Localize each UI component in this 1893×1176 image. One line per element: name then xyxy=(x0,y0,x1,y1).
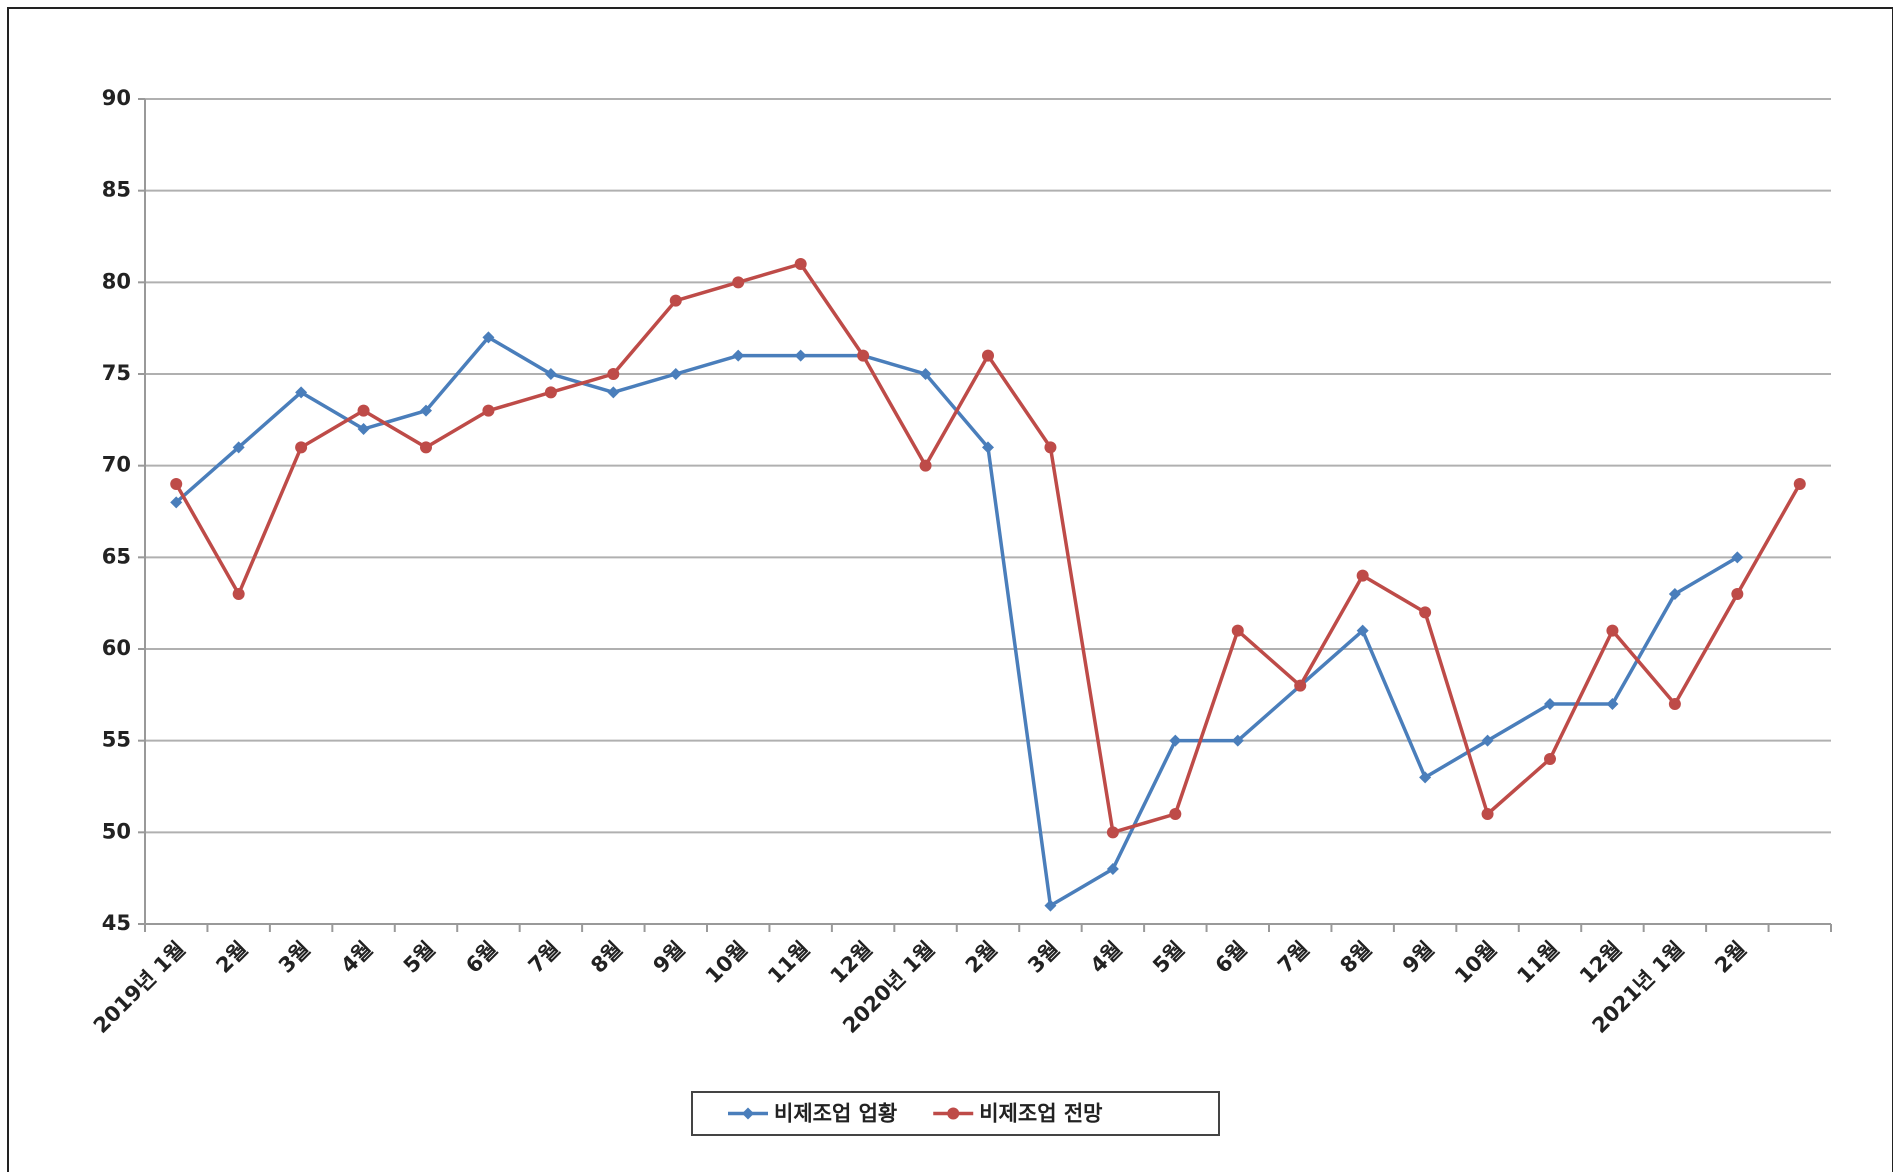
data-point xyxy=(794,258,807,270)
data-point xyxy=(1481,808,1494,820)
legend-marker xyxy=(947,1107,960,1120)
data-point xyxy=(1231,734,1244,747)
data-point xyxy=(794,349,807,362)
data-point xyxy=(1419,771,1432,784)
data-point xyxy=(1356,569,1369,582)
data-point xyxy=(482,404,495,417)
data-point xyxy=(607,386,620,399)
y-tick-label: 60 xyxy=(102,636,131,660)
data-point xyxy=(357,404,370,417)
y-tick-label: 65 xyxy=(102,544,131,568)
data-point xyxy=(1106,863,1119,875)
data-point xyxy=(669,294,682,307)
legend-box xyxy=(691,1091,1220,1136)
y-tick-label: 50 xyxy=(102,819,131,843)
data-point xyxy=(732,349,745,362)
data-point xyxy=(607,368,620,380)
data-point xyxy=(1544,698,1556,710)
data-point xyxy=(232,588,245,600)
data-point xyxy=(1731,551,1744,564)
y-tick-label: 75 xyxy=(102,361,131,385)
chart-border xyxy=(7,7,1893,1176)
data-point xyxy=(420,404,432,417)
data-point xyxy=(170,478,183,490)
legend-label: 비제조업 전망 xyxy=(979,1102,1102,1126)
data-point xyxy=(1731,588,1744,600)
data-point xyxy=(295,441,308,454)
data-point xyxy=(1044,899,1057,912)
data-point xyxy=(1169,734,1182,747)
data-point xyxy=(669,368,682,380)
data-point xyxy=(232,441,245,454)
data-point xyxy=(1419,606,1432,619)
legend-marker xyxy=(742,1107,754,1120)
data-point xyxy=(357,423,370,435)
data-point xyxy=(1169,808,1182,820)
data-point xyxy=(1793,478,1806,490)
data-point xyxy=(1544,753,1556,765)
y-tick-label: 45 xyxy=(102,911,131,935)
data-point xyxy=(1606,698,1619,710)
data-point xyxy=(1231,624,1244,637)
legend-label: 비제조업 업황 xyxy=(774,1102,897,1126)
data-point xyxy=(295,386,308,399)
data-point xyxy=(982,441,994,454)
data-point xyxy=(170,496,183,509)
data-point xyxy=(1606,624,1619,637)
data-point xyxy=(1356,624,1369,637)
data-point xyxy=(919,459,932,472)
data-point xyxy=(919,368,932,380)
data-point xyxy=(732,276,745,289)
data-point xyxy=(1106,826,1119,839)
y-tick-label: 80 xyxy=(102,269,131,293)
legend: 비제조업 업황 비제조업 전망 xyxy=(691,1091,1220,1136)
data-point xyxy=(1044,441,1057,454)
data-point xyxy=(482,331,495,344)
data-point xyxy=(544,368,557,380)
data-point xyxy=(1668,588,1681,600)
data-point xyxy=(1668,698,1681,710)
data-point xyxy=(857,349,870,362)
data-point xyxy=(1481,734,1494,747)
y-tick-label: 85 xyxy=(102,178,131,202)
data-point xyxy=(1294,679,1307,692)
data-point xyxy=(420,441,432,454)
y-tick-label: 70 xyxy=(102,453,131,477)
data-point xyxy=(544,386,557,399)
y-tick-label: 55 xyxy=(102,728,131,752)
data-point xyxy=(982,349,994,362)
y-tick-label: 90 xyxy=(102,86,131,110)
